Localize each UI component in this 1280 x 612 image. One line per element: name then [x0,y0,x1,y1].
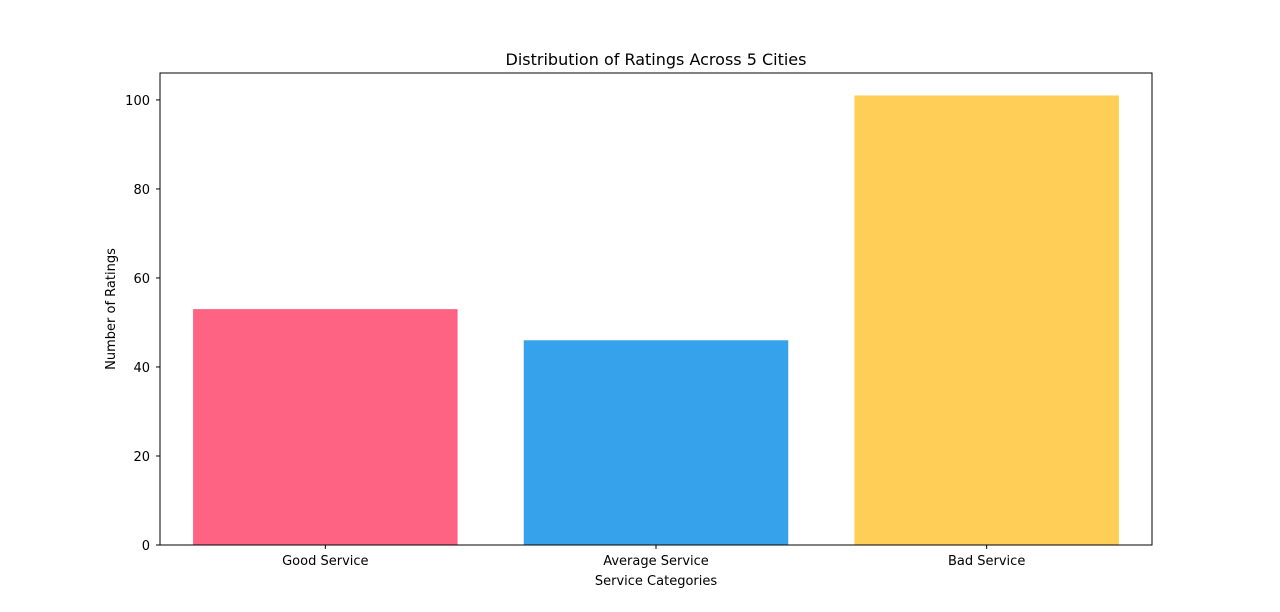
y-tick-label: 100 [125,94,150,109]
bar-bad-service [854,95,1119,545]
y-tick-label: 0 [142,539,150,554]
x-tick-label: Bad Service [948,554,1025,569]
bar-good-service [193,309,458,545]
y-tick-label: 40 [133,361,150,376]
y-tick-label: 60 [133,272,150,287]
y-tick-label: 80 [133,183,150,198]
chart-title: Distribution of Ratings Across 5 Cities [506,50,807,69]
x-tick-label: Good Service [282,554,368,569]
y-axis: 0 20 40 60 80 100 [125,94,160,554]
x-axis-label: Service Categories [595,574,717,589]
x-axis: Good Service Average Service Bad Service [282,545,1025,569]
plot-frame [159,72,1153,546]
bars-group [193,95,1119,545]
x-tick-label: Average Service [603,554,709,569]
y-tick-label: 20 [133,450,150,465]
bar-average-service [523,340,789,545]
y-axis-label: Number of Ratings [104,248,119,370]
